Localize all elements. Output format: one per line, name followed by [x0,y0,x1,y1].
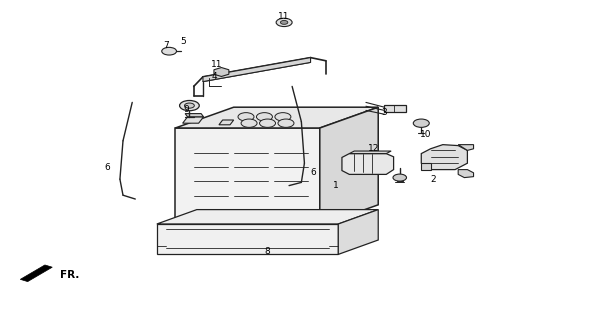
Text: 11: 11 [211,60,222,68]
Text: 1: 1 [333,181,338,190]
Text: 2: 2 [430,175,437,184]
Circle shape [180,100,199,111]
Circle shape [275,113,291,121]
Polygon shape [214,68,229,76]
Polygon shape [458,145,474,150]
Polygon shape [157,210,378,224]
Text: 9: 9 [183,105,189,114]
Circle shape [260,119,276,127]
Polygon shape [183,117,204,123]
Text: 12: 12 [368,144,379,153]
Text: 5: 5 [180,37,186,46]
Polygon shape [342,154,394,174]
Circle shape [393,174,407,181]
Circle shape [241,119,257,127]
Circle shape [413,119,429,127]
Polygon shape [185,114,204,117]
Text: FR.: FR. [60,270,80,280]
Circle shape [238,113,254,121]
Polygon shape [320,107,378,226]
Circle shape [278,119,294,127]
Polygon shape [219,120,234,125]
Polygon shape [157,224,338,254]
Polygon shape [384,105,406,112]
Text: 10: 10 [421,130,432,139]
Text: 8: 8 [264,247,271,256]
Text: 11: 11 [279,12,290,20]
Text: 7: 7 [163,41,169,50]
Polygon shape [421,163,430,170]
Circle shape [256,113,272,121]
Polygon shape [175,107,378,128]
Polygon shape [458,170,474,178]
Circle shape [280,20,288,24]
Polygon shape [349,151,391,154]
Polygon shape [203,58,311,82]
Text: 4: 4 [211,72,217,81]
Circle shape [276,18,292,27]
Text: 3: 3 [381,108,387,117]
Circle shape [184,103,194,108]
Text: 6: 6 [311,168,317,177]
Polygon shape [20,265,52,282]
Polygon shape [338,210,378,254]
Polygon shape [175,128,320,226]
Circle shape [162,47,177,55]
Polygon shape [421,145,467,170]
Text: 6: 6 [105,163,111,172]
